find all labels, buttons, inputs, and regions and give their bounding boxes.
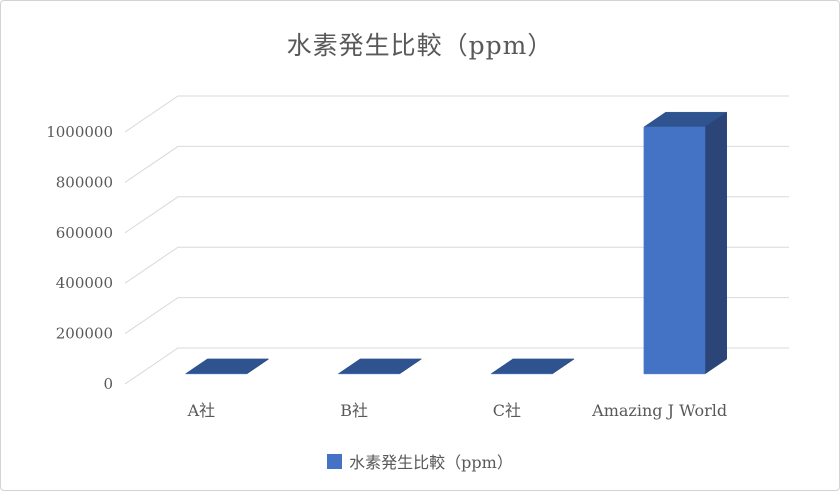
y-axis-tick-label: 0 [103, 375, 113, 393]
x-axis-category-label: Amazing J World [591, 401, 727, 420]
bar-front-face-3 [643, 126, 706, 375]
chart-title: 水素発生比較（ppm） [286, 31, 554, 60]
gridline-0 [124, 347, 789, 385]
gridline-600000 [124, 196, 789, 234]
bar-top-face-2 [490, 358, 575, 374]
gridline-200000 [124, 297, 789, 335]
gridline-400000 [124, 246, 789, 284]
y-axis-tick-label: 1000000 [46, 123, 113, 141]
x-axis-category-label: B社 [340, 401, 368, 420]
y-axis-tick-label: 200000 [56, 325, 113, 343]
y-axis-tick-label: 800000 [56, 173, 113, 191]
bar-side-face-3 [704, 111, 727, 375]
gridline-800000 [124, 145, 789, 183]
legend: 水素発生比較（ppm） [1, 449, 839, 473]
gridline-1000000 [124, 95, 789, 133]
y-axis-tick-label: 400000 [56, 274, 113, 292]
legend-marker-square [327, 453, 343, 469]
bar-top-face-0 [184, 358, 270, 374]
bar-top-face-1 [337, 358, 423, 374]
x-axis-category-label: A社 [187, 401, 216, 420]
legend-label: 水素発生比較（ppm） [349, 453, 513, 472]
x-axis-category-label: C社 [493, 401, 521, 420]
y-axis-tick-label: 600000 [56, 224, 113, 242]
